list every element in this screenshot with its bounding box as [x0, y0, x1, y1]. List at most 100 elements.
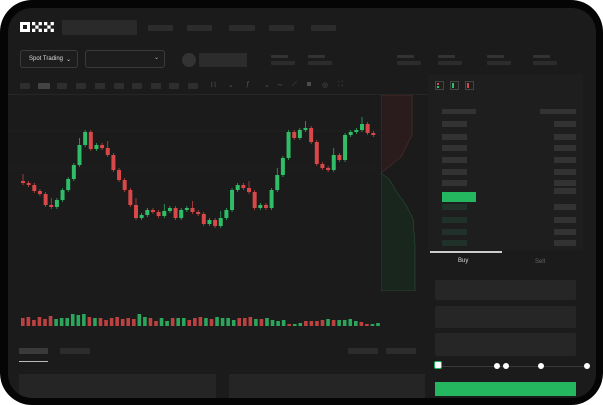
candle	[66, 179, 71, 190]
order-book-price[interactable]	[442, 229, 467, 235]
volume-bar	[59, 318, 64, 326]
volume-bar	[348, 319, 353, 326]
spot-trading-dropdown[interactable]: Spot Trading ⌄	[20, 50, 78, 68]
order-book-header	[540, 109, 576, 114]
volume-bar	[215, 317, 219, 326]
order-book-amount	[554, 134, 576, 140]
order-book-price[interactable]	[442, 240, 467, 246]
candle	[258, 205, 263, 208]
nav-item[interactable]	[148, 25, 173, 31]
price-input[interactable]	[435, 280, 576, 300]
volume-bar	[259, 319, 264, 326]
interval-button[interactable]	[76, 83, 86, 89]
order-book-price[interactable]	[442, 145, 467, 151]
book-bids-icon	[450, 81, 459, 90]
candle	[128, 190, 133, 205]
candle	[269, 190, 274, 208]
tab-sell[interactable]: Sell	[535, 259, 546, 265]
order-book-view-toggles[interactable]	[435, 81, 479, 91]
interval-button[interactable]	[20, 83, 30, 89]
fullscreen-icon[interactable]: ⛶	[338, 81, 343, 88]
volume-bar	[120, 319, 125, 326]
candle	[100, 145, 105, 148]
candle	[354, 130, 359, 132]
tab-history[interactable]	[60, 348, 90, 354]
order-book-price[interactable]	[442, 121, 467, 127]
nav-item[interactable]	[229, 25, 255, 31]
stat-value	[308, 61, 332, 65]
interval-button[interactable]	[151, 83, 161, 89]
interval-button[interactable]	[132, 83, 142, 89]
volume-bar	[292, 324, 297, 326]
candle	[343, 135, 348, 160]
candle	[286, 132, 291, 158]
candle	[37, 191, 42, 194]
interval-button[interactable]	[57, 83, 67, 89]
chevron-down-icon[interactable]: ⌄	[264, 82, 270, 89]
candle	[122, 180, 127, 190]
order-book-price[interactable]	[442, 169, 467, 175]
nav-item[interactable]	[187, 25, 212, 31]
order-book-amount	[554, 145, 576, 151]
order-book-price[interactable]	[442, 204, 467, 210]
ruler-icon[interactable]: ⟋	[292, 81, 297, 88]
volume-bar	[32, 320, 36, 326]
candle	[49, 205, 54, 207]
chevron-down-icon[interactable]: ⌄	[228, 82, 234, 89]
volume-bar	[337, 320, 341, 326]
filter-button[interactable]	[348, 348, 378, 354]
candle	[337, 155, 342, 160]
interval-button[interactable]	[188, 83, 198, 89]
volume-bar	[148, 318, 153, 326]
candle	[326, 168, 331, 170]
tab-underline	[19, 361, 48, 362]
tab-buy[interactable]: Buy	[458, 258, 469, 264]
volume-bar	[226, 318, 230, 326]
candles-icon[interactable]: ⌇⌇	[210, 82, 217, 89]
volume-bar	[370, 324, 375, 326]
slider-stop[interactable]	[503, 363, 509, 369]
candle	[201, 214, 206, 224]
bid-depth-area	[381, 172, 416, 291]
search-bar[interactable]	[62, 20, 137, 35]
candle	[60, 190, 65, 200]
order-book-price[interactable]	[442, 180, 467, 186]
volume-bar	[37, 317, 42, 326]
order-book-price[interactable]	[442, 134, 467, 140]
amount-input[interactable]	[435, 306, 576, 328]
order-book-amount	[554, 217, 576, 223]
volume-bar	[193, 318, 197, 326]
indicator-icon[interactable]: ƒ	[246, 81, 250, 88]
stat-label	[271, 55, 288, 58]
settings-icon[interactable]: ◎	[322, 82, 329, 89]
candle	[77, 145, 82, 165]
interval-button-active[interactable]	[38, 83, 50, 89]
slider-stop[interactable]	[538, 363, 544, 369]
tab-open-orders[interactable]	[19, 348, 48, 354]
candle	[263, 205, 268, 208]
candle	[150, 210, 155, 212]
order-book-price[interactable]	[442, 157, 467, 163]
candlestick-chart[interactable]	[8, 95, 428, 335]
slider-handle[interactable]	[434, 361, 442, 369]
slider-stop[interactable]	[584, 363, 590, 369]
nav-item[interactable]	[311, 25, 336, 31]
slider-track[interactable]	[438, 365, 588, 367]
okx-logo[interactable]	[20, 21, 58, 33]
interval-button[interactable]	[95, 83, 105, 89]
interval-button[interactable]	[114, 83, 124, 89]
candle	[179, 210, 184, 218]
total-input[interactable]	[435, 333, 576, 356]
camera-icon[interactable]: ◙	[307, 81, 312, 88]
volume-bar	[65, 318, 69, 326]
buy-button[interactable]	[435, 382, 576, 396]
slider-stop[interactable]	[494, 363, 500, 369]
interval-button[interactable]	[169, 83, 179, 89]
line-icon[interactable]: ∼	[277, 82, 283, 89]
nav-item[interactable]	[269, 25, 294, 31]
order-book-price[interactable]	[442, 217, 467, 223]
filter-button[interactable]	[386, 348, 416, 354]
candle	[43, 194, 48, 205]
pair-dropdown[interactable]: ⌄	[85, 50, 165, 68]
